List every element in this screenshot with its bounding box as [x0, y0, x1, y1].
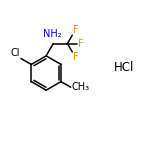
- Text: F: F: [78, 39, 83, 49]
- Text: HCl: HCl: [114, 60, 134, 74]
- Text: F: F: [73, 52, 79, 62]
- Text: F: F: [73, 25, 79, 35]
- Text: Cl: Cl: [10, 48, 20, 58]
- Text: CH₃: CH₃: [71, 82, 89, 92]
- Text: NH₂: NH₂: [43, 29, 62, 39]
